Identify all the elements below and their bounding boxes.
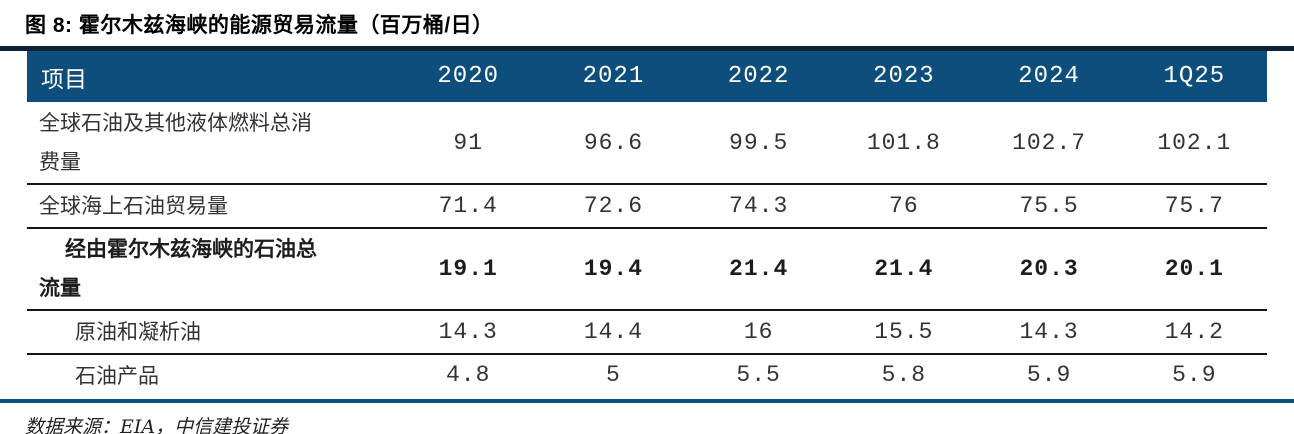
row-label: 原油和凝析油 bbox=[75, 319, 201, 344]
cell-value: 5.9 bbox=[1026, 362, 1072, 389]
header-cell-2022: 2022 bbox=[686, 51, 832, 102]
header-cell-2023: 2023 bbox=[831, 51, 977, 102]
header-row: 项目 2020 2021 2022 2023 2024 1Q25 bbox=[27, 51, 1267, 102]
cell-value: 14.3 bbox=[438, 318, 498, 345]
cell-value: 96.6 bbox=[583, 129, 644, 156]
cell-value: 21.4 bbox=[729, 255, 789, 282]
header-cell-item: 项目 bbox=[27, 51, 396, 102]
report-figure: 图 8: 霍尔木兹海峡的能源贸易流量（百万桶/日） 项目 2020 2021 2… bbox=[0, 9, 1294, 434]
cell-value: 99.5 bbox=[729, 129, 789, 156]
data-source-note: 数据来源：EIA，中信建投证券 bbox=[25, 416, 289, 434]
row-label: 全球石油及其他液体燃料总消费量 bbox=[39, 110, 312, 174]
cell-value: 15.5 bbox=[874, 318, 934, 345]
row-label-cell: 全球石油及其他液体燃料总消费量 bbox=[27, 102, 396, 184]
header-cell-2020: 2020 bbox=[395, 51, 541, 102]
energy-flow-table: 项目 2020 2021 2022 2023 2024 1Q25 全球石油及其他… bbox=[27, 51, 1267, 396]
table-bottom-rule bbox=[0, 399, 1294, 404]
header-cell-2024: 2024 bbox=[976, 51, 1122, 102]
table-row: 石油产品 4.8 5 5.5 5.8 5.9 5.9 bbox=[27, 354, 1267, 397]
cell-value: 72.6 bbox=[583, 192, 644, 219]
cell-value: 5.8 bbox=[881, 362, 927, 389]
row-label: 石油产品 bbox=[75, 363, 159, 388]
cell-value: 14.3 bbox=[1019, 318, 1079, 345]
cell-value: 14.4 bbox=[583, 318, 644, 345]
cell-value: 74.3 bbox=[729, 192, 789, 219]
header-cell-2021: 2021 bbox=[540, 51, 687, 102]
table-body: 全球石油及其他液体燃料总消费量 91 96.6 99.5 101.8 102.7… bbox=[27, 102, 1267, 396]
cell-value: 19.4 bbox=[583, 255, 644, 282]
row-label-cell: 全球海上石油贸易量 bbox=[27, 184, 396, 228]
cell-value: 101.8 bbox=[866, 129, 941, 156]
cell-value: 76 bbox=[889, 192, 919, 219]
title-divider-rule bbox=[0, 46, 1294, 51]
cell-value: 75.7 bbox=[1164, 192, 1224, 219]
cell-value: 21.4 bbox=[874, 255, 934, 282]
cell-value: 19.1 bbox=[438, 255, 498, 282]
cell-value: 14.2 bbox=[1164, 318, 1224, 345]
cell-value: 102.1 bbox=[1157, 129, 1232, 156]
cell-value: 5.9 bbox=[1172, 362, 1217, 389]
figure-title: 图 8: 霍尔木兹海峡的能源贸易流量（百万桶/日） bbox=[25, 14, 494, 37]
table-row: 经由霍尔木兹海峡的石油总流量 19.1 19.4 21.4 21.4 20.3 … bbox=[27, 228, 1267, 310]
table-row: 全球石油及其他液体燃料总消费量 91 96.6 99.5 101.8 102.7… bbox=[27, 102, 1267, 184]
cell-value: 102.7 bbox=[1012, 129, 1087, 156]
row-label: 经由霍尔木兹海峡的石油总流量 bbox=[39, 235, 317, 300]
table-header: 项目 2020 2021 2022 2023 2024 1Q25 bbox=[27, 51, 1267, 102]
cell-value: 75.5 bbox=[1019, 192, 1079, 219]
row-label-cell: 原油和凝析油 bbox=[27, 310, 396, 354]
cell-value: 5 bbox=[606, 362, 621, 389]
cell-value: 71.4 bbox=[438, 192, 498, 219]
row-label: 全球海上石油贸易量 bbox=[39, 194, 228, 219]
table-row: 全球海上石油贸易量 71.4 72.6 74.3 76 75.5 75.7 bbox=[27, 184, 1267, 228]
row-label-cell: 石油产品 bbox=[27, 354, 396, 397]
cell-value: 5.5 bbox=[736, 362, 781, 389]
row-label-cell: 经由霍尔木兹海峡的石油总流量 bbox=[27, 228, 396, 310]
cell-value: 4.8 bbox=[445, 362, 491, 389]
cell-value: 20.3 bbox=[1019, 255, 1079, 282]
cell-value: 16 bbox=[743, 318, 774, 345]
cell-value: 91 bbox=[453, 129, 483, 156]
table-row: 原油和凝析油 14.3 14.4 16 15.5 14.3 14.2 bbox=[27, 310, 1267, 354]
cell-value: 20.1 bbox=[1164, 255, 1224, 282]
header-cell-1q25: 1Q25 bbox=[1121, 51, 1267, 102]
